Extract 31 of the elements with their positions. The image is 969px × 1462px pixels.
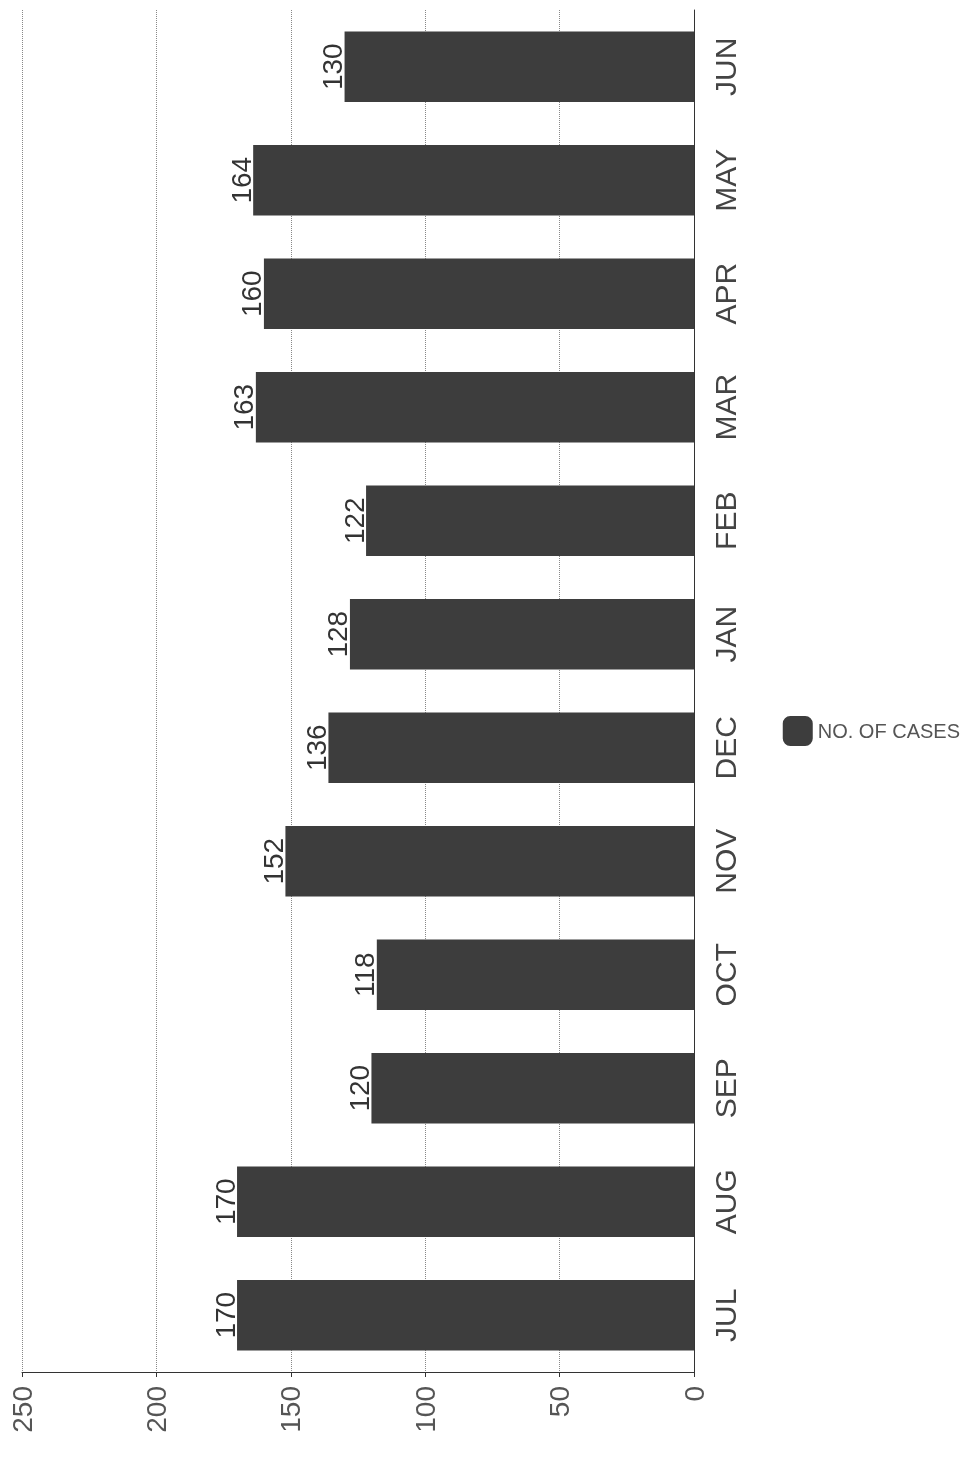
x-tick-label: 200 xyxy=(140,1386,172,1433)
data-label: 120 xyxy=(343,1064,375,1112)
data-label: 163 xyxy=(228,383,260,431)
y-tick-label: APR xyxy=(708,262,742,325)
data-label: 122 xyxy=(338,497,370,545)
data-label: 152 xyxy=(257,837,289,885)
x-tick-label: 250 xyxy=(6,1386,38,1433)
y-tick-label: NOV xyxy=(708,828,742,894)
data-label: 130 xyxy=(317,43,349,91)
data-label: 164 xyxy=(225,156,257,204)
data-label: 170 xyxy=(209,1178,241,1226)
data-label: 136 xyxy=(300,724,332,772)
y-tick-label: MAY xyxy=(708,148,742,212)
y-tick-label: FEB xyxy=(708,491,742,550)
y-tick-label: JUN xyxy=(708,37,742,96)
y-tick-label: DEC xyxy=(708,716,742,780)
y-tick-label: JAN xyxy=(708,605,742,663)
y-tick-label: MAR xyxy=(708,373,742,441)
y-tick-label: SEP xyxy=(708,1058,742,1119)
y-tick-label: OCT xyxy=(708,943,742,1007)
x-tick-label: 100 xyxy=(409,1386,441,1433)
y-tick-label: JUL xyxy=(708,1288,742,1342)
data-label: 118 xyxy=(349,952,381,998)
y-tick-label: AUG xyxy=(708,1169,742,1235)
x-tick-label: 50 xyxy=(544,1386,576,1418)
data-label: 170 xyxy=(209,1291,241,1339)
legend-label: NO. OF CASES xyxy=(817,720,960,742)
data-label: 160 xyxy=(236,270,268,318)
x-tick-label: 0 xyxy=(678,1386,710,1402)
x-tick-label: 150 xyxy=(275,1386,307,1433)
data-label: 128 xyxy=(322,610,354,658)
